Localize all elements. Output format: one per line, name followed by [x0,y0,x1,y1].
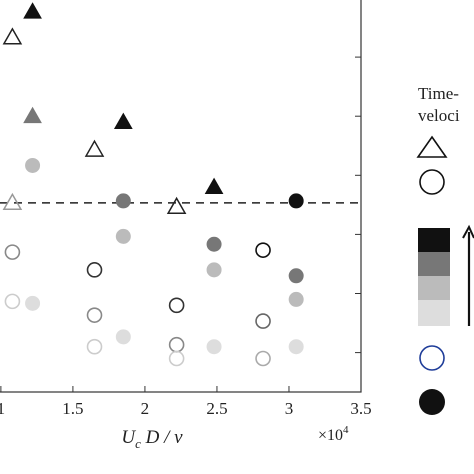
x-multiplier-exp: 4 [343,424,349,436]
x-ticks [0,386,362,392]
open-triangle-marker [2,27,23,45]
filled-circle-marker [115,228,131,244]
filled-circle-marker [288,193,304,209]
x-axis-label-sub: c [135,436,141,451]
filled-circle-marker [288,268,304,284]
legend-title-line-1: Time- [418,84,459,103]
filled-triangle-marker [23,2,42,19]
open-circle-marker [86,307,103,323]
open-triangle-marker [2,192,23,211]
data-points [2,2,304,367]
x-axis-label-nu: ν [174,427,183,448]
legend-shade-light-gray [418,276,450,300]
x-axis-label-u: U [121,427,136,448]
filled-circle-marker [115,329,131,345]
x-tick-label: 2 [141,399,150,418]
legend-shade-dark-gray [418,252,450,276]
y-ticks [355,56,361,354]
filled-circle-marker [206,339,222,355]
filled-triangle-marker [23,106,42,124]
x-multiplier-base: ×10 [318,427,343,444]
open-circle-marker [255,350,271,367]
x-tick-label: 1.5 [62,399,83,418]
filled-triangle-marker [113,112,133,129]
legend-black-filled-circle-icon [419,389,445,415]
legend-title-line-2: veloci [418,106,460,125]
x-axis-label-mid: D / [141,427,174,448]
open-circle-marker [86,338,103,355]
legend-open-triangle-icon [416,135,448,158]
filled-circle-marker [115,193,131,209]
legend-shade-lightest-gray [418,300,450,326]
open-triangle-marker [84,139,105,157]
open-circle-marker [255,313,271,329]
filled-triangle-marker [204,177,224,194]
filled-circle-marker [206,262,222,278]
filled-circle-marker [206,236,222,252]
open-circle-marker [4,293,21,310]
open-triangle-marker [166,196,187,214]
open-circle-marker [86,262,103,278]
x-tick-label: 2.5 [206,399,227,418]
legend-shade-black [418,228,450,252]
x-tick-label: 3 [285,399,294,418]
filled-circle-marker [288,339,304,355]
x-tick-label: 3.5 [350,399,371,418]
open-circle-marker [168,350,185,367]
plot-frame [0,0,362,393]
filled-circle-marker [25,295,41,311]
legend: Time- veloci [416,84,474,415]
filled-circle-marker [288,291,304,307]
open-circle-marker [168,297,185,314]
open-circle-marker [4,244,21,260]
legend-blue-open-circle-icon [419,345,445,371]
filled-circle-marker [25,157,41,173]
legend-arrow-head-icon [462,224,474,239]
x-tick-labels: 1 1.5 2 2.5 3 3.5 [0,399,372,418]
legend-open-circle-icon [419,169,445,195]
x-tick-label: 1 [0,399,5,418]
x-axis-label: Uc D / ν [121,427,183,451]
open-circle-marker [255,242,271,258]
x-multiplier: ×104 [318,424,349,444]
